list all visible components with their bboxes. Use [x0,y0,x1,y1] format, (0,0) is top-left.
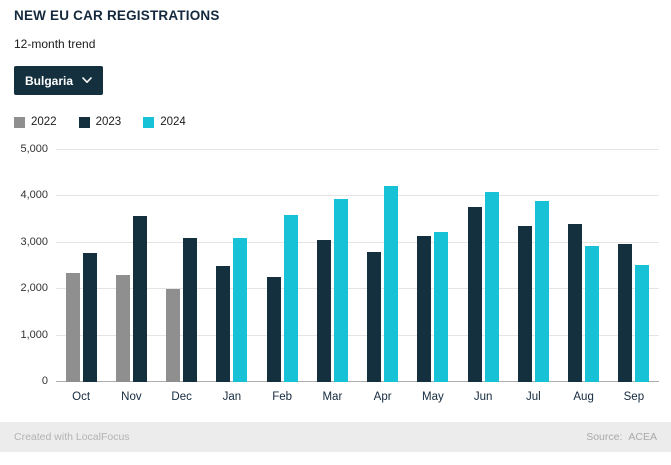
bar-2023-jan[interactable] [216,266,231,382]
country-dropdown-label: Bulgaria [25,73,74,88]
x-axis-label-jan: Jan [222,391,242,403]
bar-group-aug [559,150,609,382]
bar-chart: 0 1,000 2,000 3,000 4,000 5,000 Oct Nov Dec Jan F… [14,143,659,412]
legend-swatch-2024 [143,116,155,128]
legend-item-2023: 2023 [78,116,122,128]
bar-2024-jan[interactable] [233,238,248,382]
chart-subtitle: 12-month trend [14,37,96,51]
legend-swatch-2022 [14,116,25,128]
bar-2024-may[interactable] [434,232,449,382]
bar-group-jul [508,150,558,382]
gridline-0 [56,381,659,382]
credit-text: Created with LocalFocus [14,431,130,443]
bar-2023-nov[interactable] [132,216,147,382]
x-axis-label-jun: Jun [473,391,493,403]
legend-item-2024: 2024 [143,116,186,128]
gridline-5000 [56,149,659,150]
chart-legend: 2022 2023 2024 [14,116,186,128]
legend-swatch-2023 [78,116,90,128]
bar-2024-jun[interactable] [484,191,499,382]
x-axis-label-mar: Mar [322,391,343,403]
country-dropdown[interactable]: Bulgaria [14,66,104,95]
bar-2023-apr[interactable] [367,252,382,382]
legend-label-2022: 2022 [31,116,57,128]
bar-group-jan [207,150,257,382]
legend-item-2022: 2022 [14,116,57,128]
x-axis-label-dec: Dec [171,391,192,403]
bar-group-may [408,150,458,382]
bar-2024-apr[interactable] [384,185,399,382]
bar-group-oct [56,150,106,382]
bar-2023-oct[interactable] [82,253,97,382]
x-axis-label-aug: Aug [573,391,594,403]
x-axis-label-nov: Nov [121,391,142,403]
x-axis-label-feb: Feb [272,391,293,403]
bar-2023-feb[interactable] [266,276,281,382]
x-axis-label-may: May [422,391,444,403]
bar-2023-dec[interactable] [183,238,198,382]
y-tick-label-5000: 5,000 [20,143,48,155]
bar-group-apr [358,150,408,382]
bar-2022-oct[interactable] [65,272,80,382]
bar-2022-nov[interactable] [115,275,130,382]
bar-group-jun [458,150,508,382]
y-tick-label-0: 0 [41,375,48,387]
y-tick-label-2000: 2,000 [20,282,48,295]
bar-group-dec [157,150,207,382]
gridline-4000 [56,195,659,197]
bar-group-feb [257,150,307,382]
page-title: NEW EU CAR REGISTRATIONS [14,8,220,23]
bar-2023-sep[interactable] [618,244,633,382]
bar-2023-aug[interactable] [568,224,583,382]
x-axis: Oct Nov Dec Jan Feb Mar Apr May Jun Jul Aug Sep [56,391,659,403]
bar-2023-jul[interactable] [517,226,532,382]
legend-label-2023: 2023 [95,116,122,128]
y-tick-label-4000: 4,000 [20,189,48,202]
bars-row [56,150,659,382]
bar-2024-jul[interactable] [534,201,549,382]
chevron-down-icon [82,77,92,84]
plot-area [56,149,659,382]
bar-group-sep [609,150,659,382]
bar-2023-jun[interactable] [467,206,482,382]
bar-2024-mar[interactable] [333,199,348,382]
y-tick-label-1000: 1,000 [20,328,48,341]
footer: Created with LocalFocus Source: ACEA [0,422,671,452]
source-text: Source: ACEA [586,431,657,443]
x-axis-label-jul: Jul [526,391,541,403]
y-axis: 0 1,000 2,000 3,000 4,000 5,000 [14,143,56,387]
x-axis-label-apr: Apr [373,391,392,403]
bar-2022-dec[interactable] [166,289,181,382]
bar-2023-may[interactable] [417,235,432,382]
y-tick-label-3000: 3,000 [20,235,48,248]
bar-2024-aug[interactable] [585,246,600,382]
gridline-1000 [56,334,659,336]
x-axis-label-oct: Oct [72,391,91,403]
source-value: ACEA [628,431,657,443]
legend-label-2024: 2024 [160,116,186,128]
bar-group-mar [307,150,357,382]
gridline-3000 [56,241,659,243]
gridline-2000 [56,288,659,290]
bar-2024-sep[interactable] [635,265,650,382]
x-axis-label-sep: Sep [623,391,645,403]
bar-2023-mar[interactable] [316,240,331,382]
source-label: Source: [586,431,623,443]
bar-2024-feb[interactable] [283,214,298,382]
bar-group-nov [106,150,156,382]
